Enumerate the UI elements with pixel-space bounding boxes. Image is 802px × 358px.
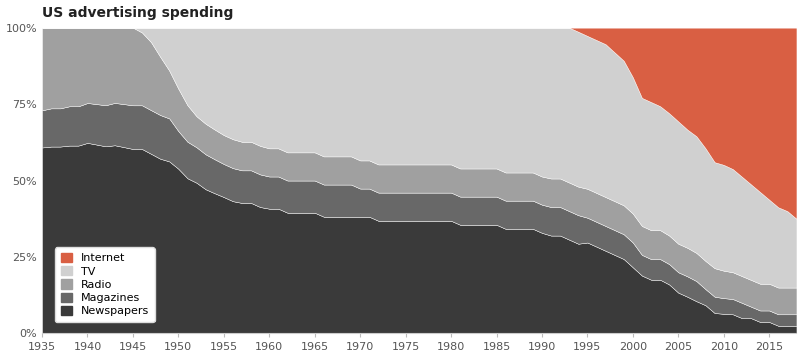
Text: US advertising spending: US advertising spending (42, 6, 233, 20)
Legend: Internet, TV, Radio, Magazines, Newspapers: Internet, TV, Radio, Magazines, Newspape… (55, 247, 155, 322)
